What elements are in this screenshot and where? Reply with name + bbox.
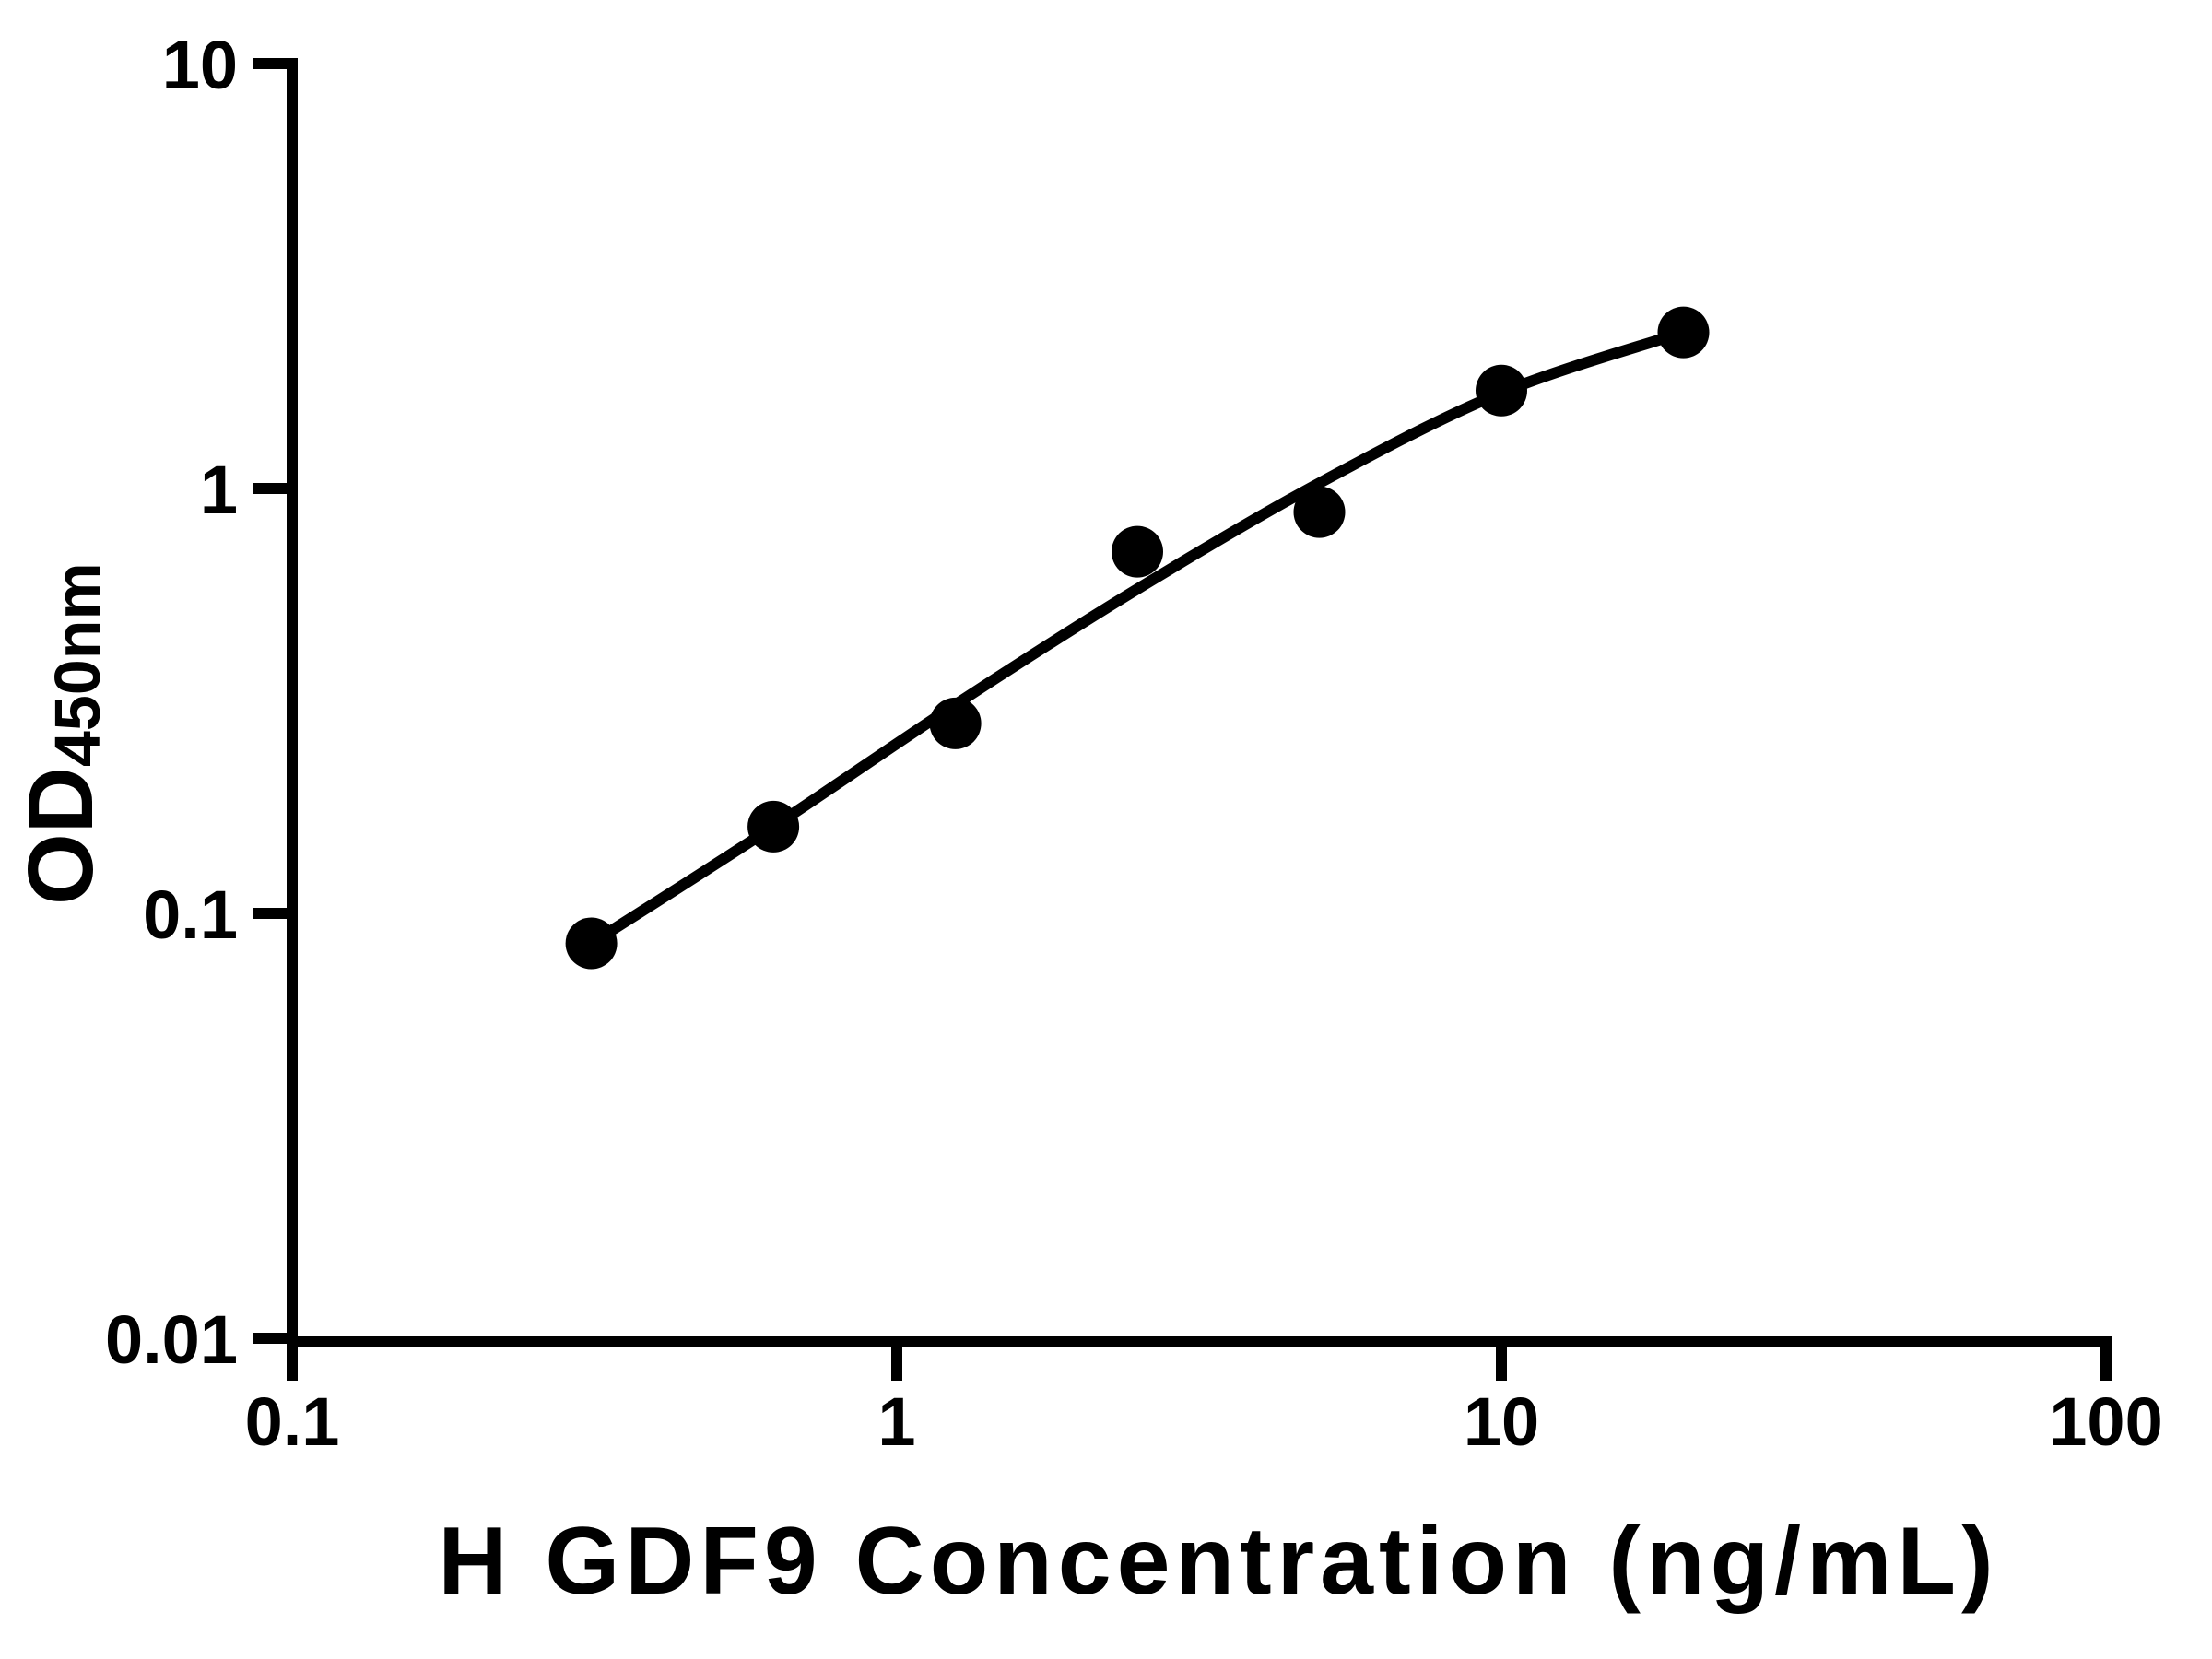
data-points-layer: [565, 306, 1710, 970]
fitted-curve-path: [588, 326, 1686, 948]
data-point-1: [747, 800, 800, 853]
y-axis-title: OD450nm: [9, 562, 113, 905]
x-tick-label-1: 1: [877, 1383, 915, 1460]
y-tick-label-0.1: 0.1: [143, 877, 238, 953]
y-axis-title-main: OD: [9, 767, 112, 905]
y-tick-label-10: 10: [162, 27, 238, 103]
data-point-0: [565, 917, 618, 970]
y-axis-title-subscript: 450nm: [41, 562, 113, 767]
data-point-2: [929, 697, 982, 749]
x-tick-label-0.1: 0.1: [245, 1383, 340, 1460]
fit-curve-layer: [588, 326, 1686, 948]
y-tick-label-1: 1: [200, 452, 238, 528]
data-point-5: [1476, 364, 1527, 417]
x-tick-label-100: 100: [2049, 1383, 2162, 1460]
y-tick-label-0.01: 0.01: [105, 1301, 238, 1378]
x-axis-title: H GDF9 Concentration (ng/mL): [438, 1508, 1999, 1615]
axes-layer: [253, 58, 2112, 1381]
data-point-6: [1657, 306, 1710, 359]
x-tick-label-10: 10: [1464, 1383, 1539, 1460]
data-point-4: [1293, 486, 1346, 538]
data-point-3: [1112, 525, 1163, 578]
